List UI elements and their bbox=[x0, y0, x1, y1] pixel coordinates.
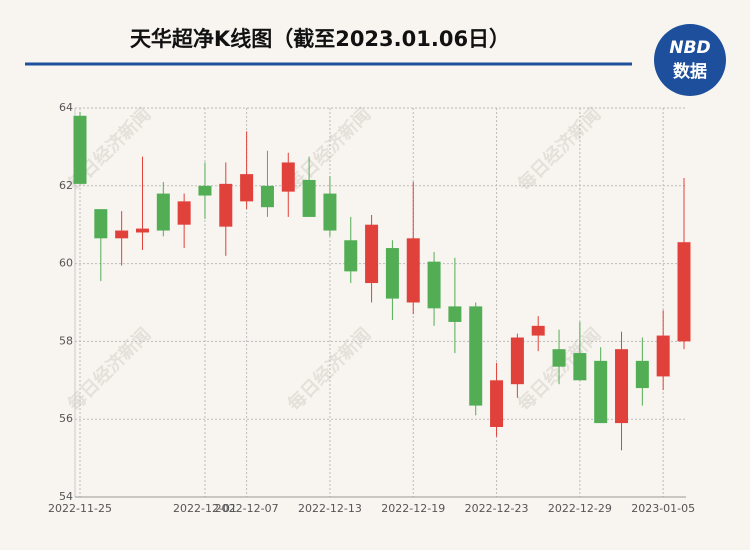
candle-body bbox=[531, 325, 545, 336]
candle-body bbox=[323, 193, 337, 231]
x-tick-label: 2023-01-05 bbox=[631, 502, 695, 515]
candle-body bbox=[427, 261, 441, 309]
candle-body bbox=[73, 115, 87, 184]
candle-body bbox=[552, 349, 566, 367]
candle-body bbox=[615, 349, 629, 424]
candle-body bbox=[302, 179, 316, 217]
candle-body bbox=[135, 228, 149, 233]
candle-body bbox=[198, 185, 212, 196]
logo-top: NBD bbox=[669, 38, 710, 58]
x-tick-label: 2022-12-01 bbox=[173, 502, 237, 515]
candle-body bbox=[240, 174, 254, 202]
candle-body bbox=[260, 185, 274, 208]
x-tick-label: 2022-12-13 bbox=[298, 502, 362, 515]
y-tick-label: 58 bbox=[59, 334, 73, 347]
candle-body bbox=[219, 183, 233, 227]
logo-badge bbox=[654, 24, 726, 96]
y-tick-label: 60 bbox=[59, 257, 73, 270]
x-tick-label: 2022-12-29 bbox=[548, 502, 612, 515]
candle-body bbox=[385, 248, 399, 299]
candle-body bbox=[677, 242, 691, 342]
chart-title: 天华超净K线图（截至2023.01.06日） bbox=[130, 27, 510, 51]
x-tick-label: 2022-12-23 bbox=[465, 502, 529, 515]
candle-body bbox=[635, 360, 649, 389]
y-tick-label: 62 bbox=[59, 179, 73, 192]
candle-body bbox=[469, 306, 483, 406]
y-tick-label: 64 bbox=[59, 101, 73, 114]
candle-body bbox=[156, 193, 170, 231]
candle-body bbox=[115, 230, 129, 239]
x-tick-label: 2022-11-25 bbox=[48, 502, 112, 515]
candle-body bbox=[406, 238, 420, 303]
candle-body bbox=[365, 224, 379, 284]
candle-body bbox=[448, 306, 462, 322]
x-tick-label: 2022-12-07 bbox=[215, 502, 279, 515]
candle-body bbox=[94, 209, 108, 239]
candle-body bbox=[656, 335, 670, 377]
candle-body bbox=[490, 380, 504, 427]
y-tick-label: 56 bbox=[59, 412, 73, 425]
candle-body bbox=[177, 201, 191, 225]
candle-body bbox=[281, 162, 295, 192]
logo-bottom: 数据 bbox=[673, 61, 707, 82]
candle-body bbox=[344, 240, 358, 272]
y-tick-label: 54 bbox=[59, 490, 73, 503]
x-tick-label: 2022-12-19 bbox=[381, 502, 445, 515]
candle-body bbox=[573, 353, 587, 381]
candle-body bbox=[510, 337, 524, 385]
candle-body bbox=[594, 360, 608, 424]
